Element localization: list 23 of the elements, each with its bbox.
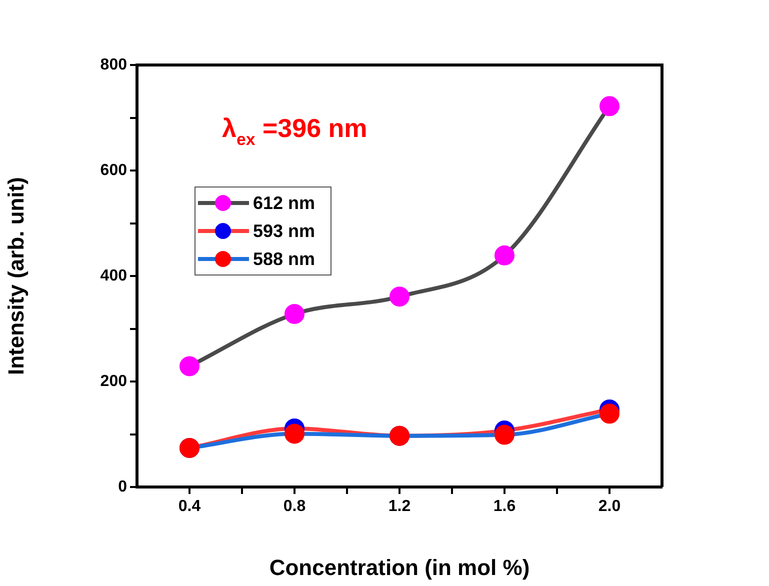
y-axis-title: Intensity (arb. unit)	[3, 177, 28, 375]
point	[600, 96, 620, 116]
y-tick-label: 800	[100, 56, 128, 74]
y-tick-label: 400	[100, 267, 128, 284]
point	[600, 404, 620, 424]
x-tick-label: 1.2	[388, 498, 411, 516]
point	[180, 356, 200, 376]
point	[494, 245, 514, 266]
y-tick-label: 200	[100, 372, 128, 390]
y-tick-label: 0	[118, 478, 128, 496]
point	[284, 304, 304, 324]
x-tick-label: 2.0	[598, 498, 621, 516]
x-tick-label: 0.8	[283, 498, 306, 516]
x-tick-label: 0.4	[178, 498, 201, 516]
x-axis-title: Concentration (in mol %)	[269, 554, 530, 580]
point	[284, 424, 304, 444]
legend-label: 588 nm	[253, 248, 316, 269]
point	[494, 424, 514, 445]
x-tick-label: 1.6	[493, 498, 516, 516]
legend-label: 593 nm	[253, 220, 316, 241]
y-tick-label: 600	[100, 162, 128, 179]
legend-label: 612 nm	[253, 192, 316, 213]
point	[390, 286, 410, 307]
